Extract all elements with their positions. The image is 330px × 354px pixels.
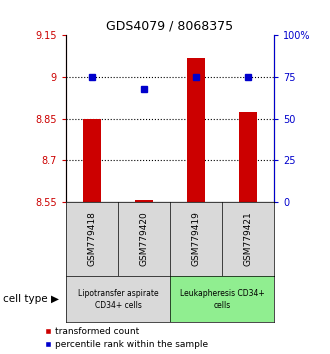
Text: cell type: cell type xyxy=(3,294,48,304)
Bar xyxy=(239,112,257,202)
Bar xyxy=(170,202,222,276)
Legend: transformed count, percentile rank within the sample: transformed count, percentile rank withi… xyxy=(44,327,208,349)
Text: GSM779419: GSM779419 xyxy=(191,211,200,267)
Bar xyxy=(187,58,205,202)
Bar xyxy=(118,202,170,276)
Bar xyxy=(66,276,170,322)
Text: GSM779418: GSM779418 xyxy=(87,211,96,267)
Bar xyxy=(83,119,101,202)
Text: GSM779421: GSM779421 xyxy=(244,212,252,266)
Text: ▶: ▶ xyxy=(51,294,59,304)
Text: Lipotransfer aspirate
CD34+ cells: Lipotransfer aspirate CD34+ cells xyxy=(78,289,158,309)
Bar xyxy=(66,202,118,276)
Title: GDS4079 / 8068375: GDS4079 / 8068375 xyxy=(106,20,234,33)
Bar xyxy=(170,276,274,322)
Text: Leukapheresis CD34+
cells: Leukapheresis CD34+ cells xyxy=(180,289,264,309)
Text: GSM779420: GSM779420 xyxy=(140,212,148,266)
Bar xyxy=(222,202,274,276)
Bar xyxy=(135,200,153,202)
